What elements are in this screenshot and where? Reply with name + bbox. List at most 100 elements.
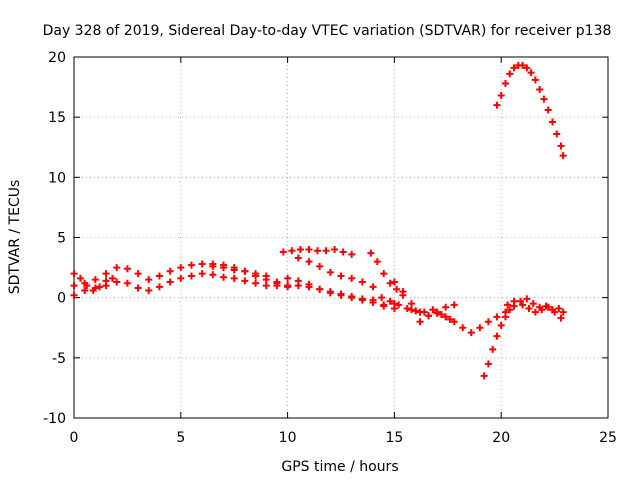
data-point (134, 270, 142, 278)
data-point (288, 247, 296, 255)
data-point (89, 286, 97, 294)
data-point (123, 279, 131, 287)
y-tick-label: -10 (43, 411, 66, 427)
data-point (155, 272, 163, 280)
data-point (380, 270, 388, 278)
data-point (523, 64, 531, 72)
data-point (145, 286, 153, 294)
data-point (527, 69, 535, 77)
data-point (294, 277, 302, 285)
data-point (102, 270, 110, 278)
data-point (187, 261, 195, 269)
data-point (76, 274, 84, 282)
data-point (493, 101, 501, 109)
data-point (331, 246, 339, 254)
data-point (262, 282, 270, 290)
data-point (314, 247, 322, 255)
data-point (393, 285, 401, 293)
data-point (348, 250, 356, 258)
x-tick-label: 0 (70, 430, 79, 446)
data-point (390, 278, 398, 286)
data-point (529, 300, 537, 308)
x-axis-label: GPS time / hours (281, 459, 398, 475)
y-tick-label: 5 (57, 231, 66, 247)
data-point (531, 76, 539, 84)
data-point (531, 308, 539, 316)
data-point (284, 274, 292, 282)
data-point (493, 332, 501, 340)
data-point (420, 308, 428, 316)
data-point (446, 315, 454, 323)
data-point (316, 262, 324, 270)
data-point (412, 307, 420, 315)
data-point (123, 265, 131, 273)
y-axis-label: SDTVAR / TECUs (7, 180, 23, 295)
data-point (209, 260, 217, 268)
data-point (504, 301, 512, 309)
data-point (373, 258, 381, 266)
axis-tick-labels: 0 5 10 15 20 25 -10 -5 0 5 10 15 20 (43, 50, 617, 446)
data-point (497, 321, 505, 329)
data-point (555, 304, 563, 312)
data-point (484, 360, 492, 368)
data-point (262, 276, 270, 284)
data-point (339, 248, 347, 256)
data-point (540, 95, 548, 103)
data-point (198, 260, 206, 268)
data-point (459, 324, 467, 332)
data-point (81, 286, 89, 294)
data-point (358, 278, 366, 286)
data-point (525, 304, 533, 312)
y-tick-label: 0 (57, 291, 66, 307)
data-point (252, 279, 260, 287)
data-point (279, 248, 287, 256)
data-point (538, 306, 546, 314)
data-point (437, 311, 445, 319)
data-point (241, 277, 249, 285)
data-point (559, 308, 567, 316)
data-point (305, 246, 313, 254)
data-point (519, 61, 527, 69)
data-point (348, 292, 356, 300)
data-point (407, 300, 415, 308)
data-point (220, 261, 228, 269)
data-point (476, 324, 484, 332)
data-point (510, 64, 518, 72)
data-point (273, 279, 281, 287)
data-point (305, 280, 313, 288)
data-point (506, 70, 514, 78)
data-point (523, 295, 531, 303)
y-tick-label: 15 (48, 110, 66, 126)
data-point (145, 276, 153, 284)
data-point (510, 297, 518, 305)
data-point (70, 282, 78, 290)
data-point (425, 312, 433, 320)
data-point (296, 246, 304, 254)
data-point (536, 85, 544, 93)
data-point (305, 258, 313, 266)
data-point (113, 264, 121, 272)
data-point (322, 247, 330, 255)
chart-title: Day 328 of 2019, Sidereal Day-to-day VTE… (43, 23, 612, 39)
data-point (416, 318, 424, 326)
data-point (198, 270, 206, 278)
data-point (91, 276, 99, 284)
data-point (559, 152, 567, 160)
data-point (187, 272, 195, 280)
data-point (378, 294, 386, 302)
data-point (252, 272, 260, 280)
data-point (230, 274, 238, 282)
data-point (209, 271, 217, 279)
data-point (326, 268, 334, 276)
data-point (358, 295, 366, 303)
data-point (450, 318, 458, 326)
data-point (390, 304, 398, 312)
data-point (386, 279, 394, 287)
data-point (433, 309, 441, 317)
data-point (544, 303, 552, 311)
data-point (177, 274, 185, 282)
data-point (96, 283, 104, 291)
data-point (316, 285, 324, 293)
data-point (501, 79, 509, 87)
data-point (548, 118, 556, 126)
